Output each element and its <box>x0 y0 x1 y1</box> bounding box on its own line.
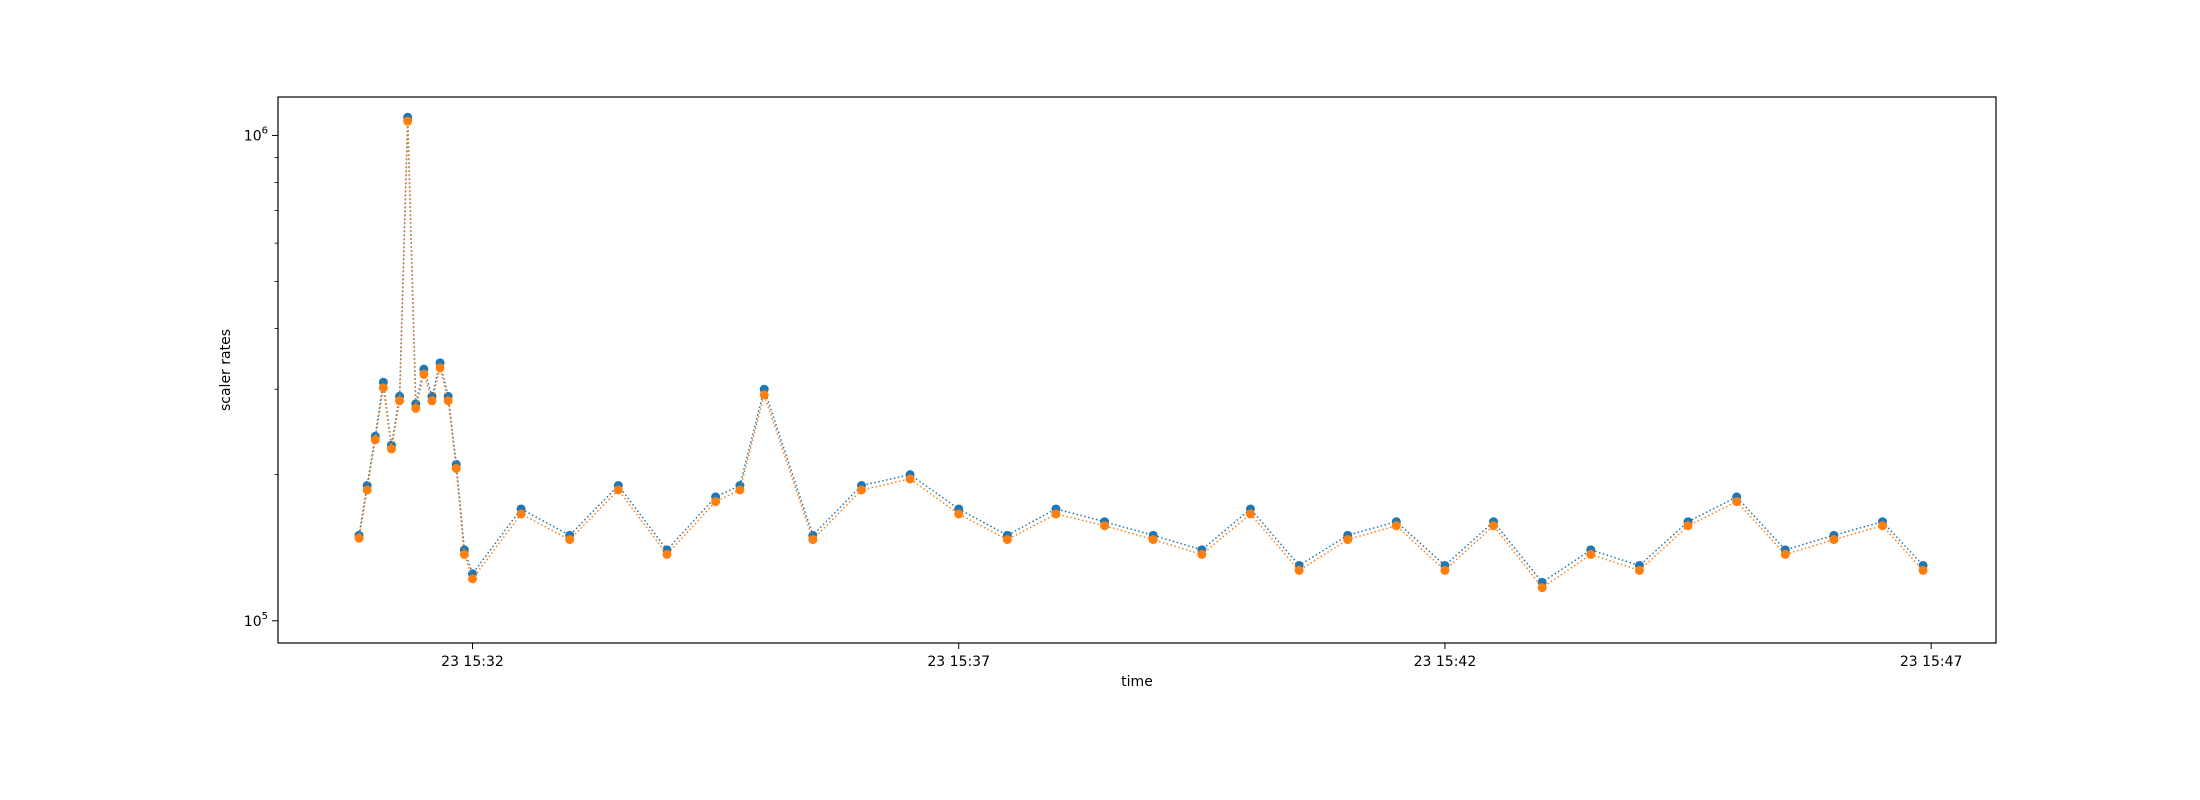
data-point <box>759 390 769 400</box>
data-point <box>370 435 380 445</box>
x-tick-label: 23 15:42 <box>1414 654 1477 670</box>
data-point <box>435 363 445 373</box>
data-point <box>419 369 429 379</box>
data-point <box>354 533 364 543</box>
x-tick-label: 23 15:32 <box>441 654 504 670</box>
data-point <box>1197 549 1207 559</box>
data-point <box>662 549 672 559</box>
data-point <box>735 485 745 495</box>
y-axis-label: scaler rates <box>218 329 234 411</box>
data-point <box>386 444 396 454</box>
data-point <box>1440 565 1450 575</box>
data-point <box>565 535 575 545</box>
data-point <box>395 396 405 406</box>
plot-area <box>354 112 1928 593</box>
data-point <box>613 485 623 495</box>
data-point <box>1586 549 1596 559</box>
data-point <box>856 485 866 495</box>
data-point <box>808 535 818 545</box>
series-line <box>358 117 1924 584</box>
x-axis-label: time <box>1121 674 1153 690</box>
data-point <box>516 509 526 519</box>
data-point <box>1537 583 1547 593</box>
data-point <box>954 509 964 519</box>
data-point <box>403 116 413 126</box>
data-point <box>1343 535 1353 545</box>
data-point <box>1732 497 1742 507</box>
data-point <box>1829 535 1839 545</box>
data-point <box>711 497 721 507</box>
plot-frame <box>277 96 1997 644</box>
x-tick-label: 23 15:37 <box>927 654 990 670</box>
data-point <box>905 474 915 484</box>
data-point <box>1391 521 1401 531</box>
data-point <box>1294 565 1304 575</box>
data-point <box>459 549 469 559</box>
y-axis: 105 106 <box>244 125 278 630</box>
data-point <box>1051 509 1061 519</box>
data-point <box>1002 535 1012 545</box>
x-axis: 23 15:32 23 15:37 23 15:42 23 15:47 <box>441 643 1962 670</box>
data-point <box>1780 549 1790 559</box>
data-point <box>427 396 437 406</box>
y-tick-label: 105 <box>244 611 268 630</box>
series-group <box>354 116 1928 593</box>
data-point <box>1148 535 1158 545</box>
data-point <box>378 383 388 393</box>
y-tick-label: 106 <box>244 125 268 144</box>
data-point <box>443 396 453 406</box>
data-point <box>411 403 421 413</box>
data-point <box>362 485 372 495</box>
data-point <box>467 574 477 584</box>
data-point <box>1634 565 1644 575</box>
data-point <box>1918 565 1928 575</box>
x-tick-label: 23 15:47 <box>1900 654 1963 670</box>
data-point <box>451 463 461 473</box>
data-point <box>1683 521 1693 531</box>
data-point <box>1878 521 1888 531</box>
data-point <box>1489 521 1499 531</box>
data-point <box>1100 521 1110 531</box>
data-point <box>1245 509 1255 519</box>
